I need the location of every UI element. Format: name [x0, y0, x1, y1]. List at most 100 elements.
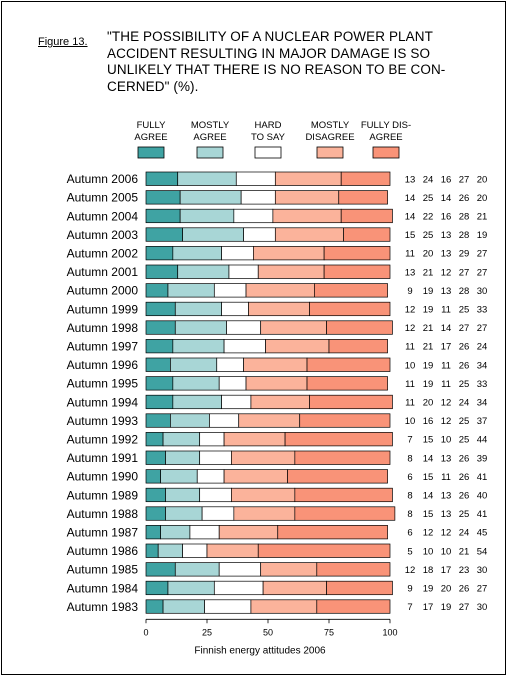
- data-label: 23: [459, 565, 470, 576]
- bar-segment: [145, 208, 181, 224]
- data-label: 29: [459, 249, 470, 260]
- data-label: 18: [423, 565, 434, 576]
- bar-segment: [316, 599, 391, 614]
- data-label: 12: [405, 565, 416, 576]
- bar-segment: [172, 339, 225, 354]
- data-label: 9: [407, 583, 412, 594]
- bar-segment: [145, 580, 169, 596]
- category-label: Autumn 1991: [67, 451, 139, 465]
- legend-label: FULLY: [137, 120, 167, 131]
- legend-label: HARD: [255, 120, 282, 131]
- bar-segment: [274, 227, 344, 242]
- category-label: Autumn 1999: [67, 302, 139, 316]
- data-label: 14: [405, 211, 416, 222]
- bar-segment: [145, 301, 176, 317]
- data-label: 12: [441, 416, 452, 427]
- category-label: Autumn 1992: [67, 432, 139, 446]
- bar-segment: [235, 171, 276, 186]
- bar-segment: [274, 171, 342, 186]
- data-label: 26: [459, 583, 470, 594]
- data-label: 15: [423, 472, 434, 483]
- bar-segment: [174, 301, 222, 317]
- data-label: 21: [477, 211, 488, 222]
- data-label: 25: [459, 435, 470, 446]
- data-label: 11: [441, 379, 451, 390]
- bar-segment: [201, 506, 235, 521]
- bar-segment: [233, 208, 274, 224]
- data-label: 9: [407, 286, 412, 297]
- bar-segment: [343, 227, 391, 242]
- legend-swatch: [137, 146, 165, 159]
- bar-segment: [260, 562, 318, 577]
- category-label: Autumn 1998: [67, 321, 139, 335]
- bar-segment: [274, 190, 340, 205]
- bar-segment: [218, 562, 262, 577]
- bar-segment: [250, 599, 318, 614]
- data-label: 19: [423, 583, 434, 594]
- data-label: 28: [459, 230, 470, 241]
- bar-segment: [250, 394, 310, 410]
- bar-segment: [260, 320, 327, 335]
- data-label: 10: [405, 360, 416, 371]
- data-label: 20: [423, 249, 434, 260]
- category-label: Autumn 1993: [67, 414, 139, 428]
- data-label: 24: [423, 174, 434, 185]
- data-label: 45: [477, 528, 488, 539]
- bar-segment: [199, 487, 232, 503]
- bar-segment: [145, 413, 171, 428]
- bar-segment: [277, 525, 388, 540]
- bar-segment: [170, 413, 210, 428]
- bar-segment: [145, 246, 174, 261]
- category-label: Autumn 1995: [67, 377, 139, 391]
- category-label: Autumn 1984: [67, 581, 139, 595]
- data-label: 13: [441, 249, 452, 260]
- bar-segment: [326, 580, 393, 596]
- data-label: 27: [459, 267, 470, 278]
- data-label: 16: [441, 174, 452, 185]
- bar-segment: [182, 543, 208, 558]
- data-label: 14: [441, 193, 452, 204]
- bar-segment: [162, 432, 201, 447]
- data-label: 6: [407, 472, 412, 483]
- bar-segment: [221, 394, 252, 410]
- bar-segment: [157, 543, 183, 558]
- data-label: 17: [441, 565, 452, 576]
- bar-segment: [294, 506, 396, 521]
- category-label: Autumn 2001: [67, 265, 139, 279]
- bar-segment: [243, 357, 308, 372]
- data-label: 7: [407, 435, 412, 446]
- bar-segment: [223, 339, 266, 354]
- data-label: 14: [441, 323, 452, 334]
- legend-label: TO SAY: [251, 132, 286, 143]
- bar-segment: [145, 562, 176, 577]
- data-label: 26: [459, 453, 470, 464]
- category-label: Autumn 1985: [67, 563, 139, 577]
- data-label: 11: [405, 397, 415, 408]
- bar-segment: [287, 469, 388, 484]
- bar-segment: [199, 450, 232, 465]
- bar-segment: [233, 506, 296, 521]
- data-label: 15: [423, 435, 434, 446]
- data-label: 13: [441, 509, 452, 520]
- bar-segment: [221, 301, 249, 317]
- bar-segment: [206, 543, 259, 558]
- category-label: Autumn 2006: [67, 172, 139, 186]
- data-label: 27: [459, 174, 470, 185]
- bar-segment: [231, 487, 296, 503]
- title-line: CERNED" (%).: [107, 78, 199, 94]
- data-label: 25: [423, 193, 434, 204]
- bar-segment: [196, 469, 225, 484]
- data-label: 12: [441, 267, 452, 278]
- bar-segment: [145, 357, 171, 372]
- category-label: Autumn 1996: [67, 358, 139, 372]
- category-label: Autumn 1988: [67, 507, 139, 521]
- bar-segment: [145, 506, 166, 521]
- category-label: Autumn 2000: [67, 284, 139, 298]
- bar-segment: [306, 376, 388, 391]
- data-label: 27: [459, 602, 470, 613]
- bar-segment: [145, 543, 159, 558]
- bar-segment: [314, 283, 388, 298]
- x-tick-label: 75: [324, 627, 334, 637]
- bar-segment: [218, 376, 247, 391]
- bar-segment: [167, 580, 215, 596]
